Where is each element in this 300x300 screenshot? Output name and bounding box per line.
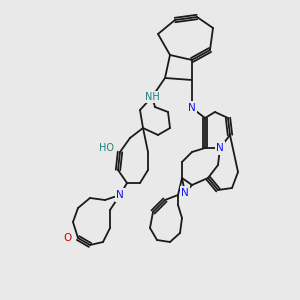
Text: N: N (216, 143, 224, 153)
Text: NH: NH (145, 92, 159, 102)
Text: HO: HO (100, 143, 115, 153)
Text: N: N (116, 190, 124, 200)
Text: N: N (188, 103, 196, 113)
Text: O: O (64, 233, 72, 243)
Text: N: N (181, 188, 189, 198)
